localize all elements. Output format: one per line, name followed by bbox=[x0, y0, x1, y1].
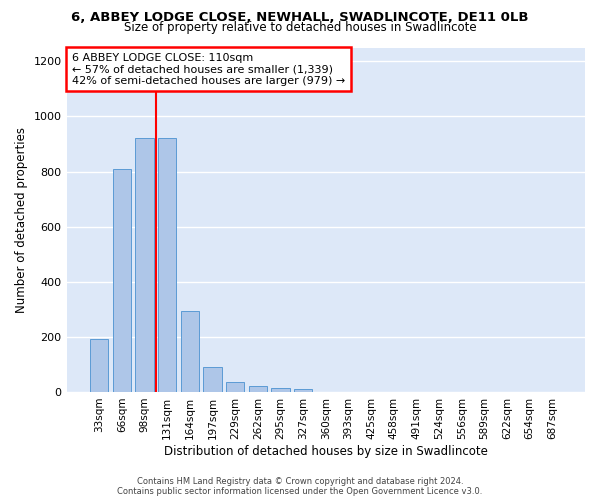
Bar bbox=[271, 388, 290, 392]
Bar bbox=[226, 382, 244, 392]
X-axis label: Distribution of detached houses by size in Swadlincote: Distribution of detached houses by size … bbox=[164, 444, 488, 458]
Text: 6 ABBEY LODGE CLOSE: 110sqm
← 57% of detached houses are smaller (1,339)
42% of : 6 ABBEY LODGE CLOSE: 110sqm ← 57% of det… bbox=[72, 52, 345, 86]
Bar bbox=[136, 138, 154, 392]
Bar bbox=[294, 389, 312, 392]
Bar bbox=[158, 138, 176, 392]
Bar bbox=[90, 339, 108, 392]
Text: Contains HM Land Registry data © Crown copyright and database right 2024.
Contai: Contains HM Land Registry data © Crown c… bbox=[118, 476, 482, 496]
Bar bbox=[181, 310, 199, 392]
Bar bbox=[249, 386, 267, 392]
Text: Size of property relative to detached houses in Swadlincote: Size of property relative to detached ho… bbox=[124, 22, 476, 35]
Y-axis label: Number of detached properties: Number of detached properties bbox=[15, 126, 28, 312]
Bar bbox=[203, 367, 221, 392]
Text: 6, ABBEY LODGE CLOSE, NEWHALL, SWADLINCOTE, DE11 0LB: 6, ABBEY LODGE CLOSE, NEWHALL, SWADLINCO… bbox=[71, 11, 529, 24]
Bar bbox=[113, 168, 131, 392]
